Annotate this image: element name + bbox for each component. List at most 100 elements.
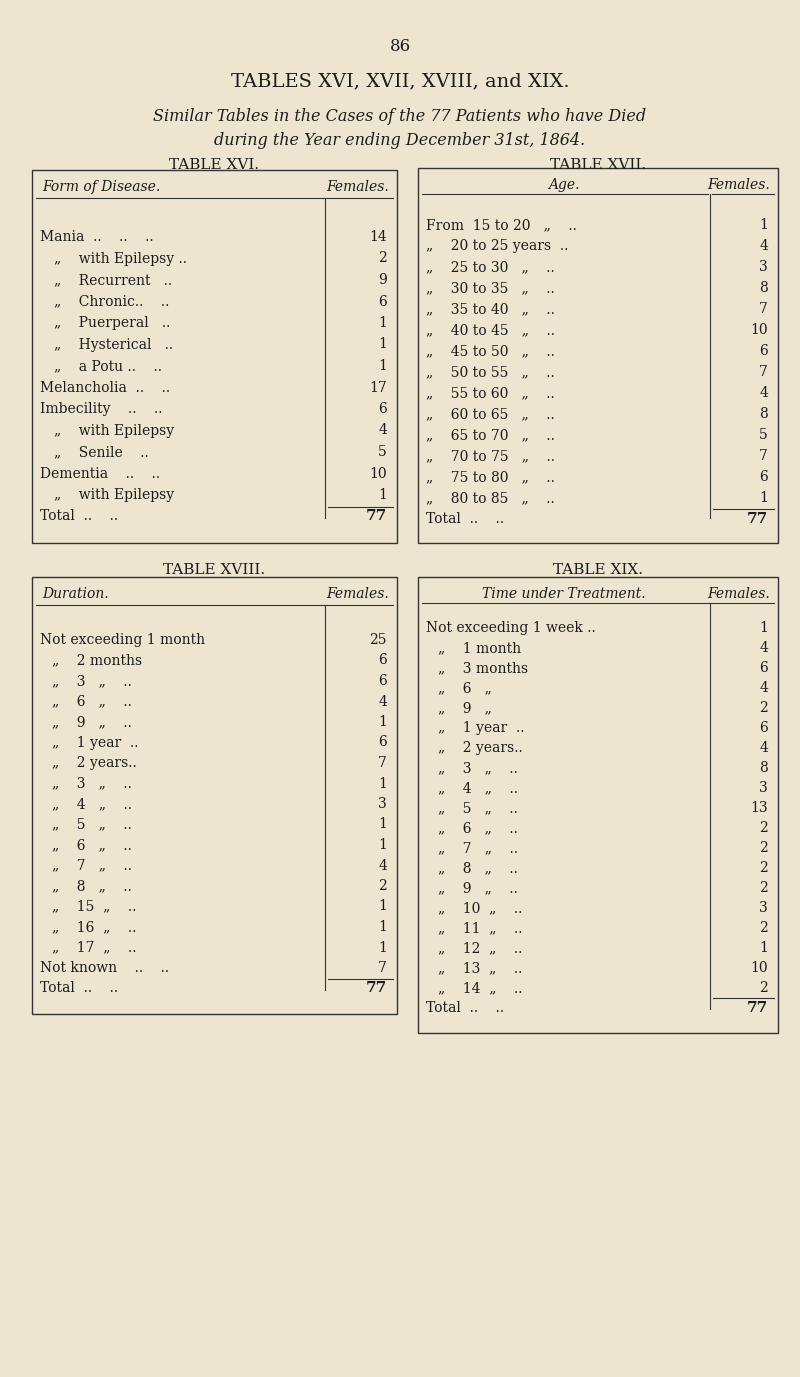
- Text: 4: 4: [759, 240, 768, 253]
- Text: 1: 1: [759, 940, 768, 956]
- Text: 5: 5: [759, 428, 768, 442]
- Text: 1: 1: [378, 715, 387, 728]
- Text: „    6   „    ..: „ 6 „ ..: [52, 694, 132, 709]
- Text: „    1 year  ..: „ 1 year ..: [52, 735, 138, 749]
- Text: „    Puerperal   ..: „ Puerperal ..: [54, 315, 170, 330]
- Text: „    8   „    ..: „ 8 „ ..: [438, 861, 518, 874]
- Text: „    11  „    ..: „ 11 „ ..: [438, 921, 522, 935]
- Text: 77: 77: [746, 512, 768, 526]
- Text: 2: 2: [759, 701, 768, 715]
- Text: „    with Epilepsy ..: „ with Epilepsy ..: [54, 252, 187, 266]
- Bar: [418, 577, 778, 1033]
- Text: 6: 6: [378, 673, 387, 688]
- Text: 77: 77: [366, 982, 387, 996]
- Text: 1: 1: [378, 337, 387, 351]
- Text: TABLE XVIII.: TABLE XVIII.: [163, 563, 266, 577]
- Text: „    70 to 75   „    ..: „ 70 to 75 „ ..: [426, 449, 555, 463]
- Text: „    16  „    ..: „ 16 „ ..: [52, 920, 136, 934]
- Text: 7: 7: [759, 365, 768, 379]
- Text: 7: 7: [759, 302, 768, 315]
- Text: 1: 1: [759, 621, 768, 635]
- Text: during the Year ending December 31st, 1864.: during the Year ending December 31st, 18…: [214, 132, 586, 149]
- Text: 1: 1: [759, 492, 768, 505]
- Text: 3: 3: [378, 797, 387, 811]
- Text: 5: 5: [378, 445, 387, 459]
- Text: „    7   „    ..: „ 7 „ ..: [438, 841, 518, 855]
- Text: „    3   „    ..: „ 3 „ ..: [438, 761, 518, 775]
- Text: „    10  „    ..: „ 10 „ ..: [438, 901, 522, 914]
- Text: 13: 13: [750, 801, 768, 815]
- Text: TABLE XVII.: TABLE XVII.: [550, 158, 646, 172]
- Text: 4: 4: [378, 858, 387, 873]
- Text: „    9   „    ..: „ 9 „ ..: [52, 715, 132, 728]
- Text: 4: 4: [759, 386, 768, 399]
- Text: TABLE XVI.: TABLE XVI.: [170, 158, 259, 172]
- Text: 8: 8: [759, 761, 768, 775]
- Text: „    3 months: „ 3 months: [438, 661, 528, 675]
- Text: Not exceeding 1 month: Not exceeding 1 month: [40, 633, 205, 647]
- Text: 6: 6: [759, 470, 768, 483]
- Text: Total  ..    ..: Total .. ..: [40, 509, 118, 523]
- Text: „    30 to 35   „    ..: „ 30 to 35 „ ..: [426, 281, 554, 295]
- Text: „    2 years..: „ 2 years..: [52, 756, 137, 770]
- Text: „    55 to 60   „    ..: „ 55 to 60 „ ..: [426, 386, 554, 399]
- Text: Age.: Age.: [548, 178, 580, 191]
- Text: 2: 2: [378, 252, 387, 266]
- Text: Mania  ..    ..    ..: Mania .. .. ..: [40, 230, 154, 244]
- Text: 6: 6: [378, 402, 387, 416]
- Text: 1: 1: [378, 487, 387, 503]
- Text: 1: 1: [378, 839, 387, 852]
- Text: 1: 1: [378, 359, 387, 373]
- Text: 3: 3: [759, 781, 768, 795]
- Text: 6: 6: [378, 295, 387, 308]
- Text: 2: 2: [759, 921, 768, 935]
- Text: 4: 4: [378, 424, 387, 438]
- Text: 2: 2: [759, 841, 768, 855]
- Text: „    4   „    ..: „ 4 „ ..: [52, 797, 132, 811]
- Text: 1: 1: [378, 899, 387, 913]
- Text: „    2 years..: „ 2 years..: [438, 741, 522, 755]
- Text: 6: 6: [378, 735, 387, 749]
- Text: „    14  „    ..: „ 14 „ ..: [438, 980, 522, 996]
- Text: 2: 2: [759, 980, 768, 996]
- Text: TABLES XVI, XVII, XVIII, and XIX.: TABLES XVI, XVII, XVIII, and XIX.: [230, 72, 570, 90]
- Text: 86: 86: [390, 39, 410, 55]
- Text: „    4   „    ..: „ 4 „ ..: [438, 781, 518, 795]
- Text: 8: 8: [759, 281, 768, 295]
- Text: Females.: Females.: [326, 587, 389, 600]
- Text: 77: 77: [366, 509, 387, 523]
- Text: 2: 2: [759, 881, 768, 895]
- Text: 17: 17: [370, 380, 387, 394]
- Text: 1: 1: [378, 940, 387, 954]
- Text: Duration.: Duration.: [42, 587, 109, 600]
- Text: „    6   „: „ 6 „: [438, 682, 492, 695]
- Text: „    Chronic..    ..: „ Chronic.. ..: [54, 295, 170, 308]
- Bar: [418, 168, 778, 543]
- Text: 7: 7: [378, 961, 387, 975]
- Text: From  15 to 20   „    ..: From 15 to 20 „ ..: [426, 218, 577, 231]
- Text: Similar Tables in the Cases of the 77 Patients who have Died: Similar Tables in the Cases of the 77 Pa…: [154, 107, 646, 125]
- Text: 4: 4: [759, 741, 768, 755]
- Text: „    13  „    ..: „ 13 „ ..: [438, 961, 522, 975]
- Text: „    20 to 25 years  ..: „ 20 to 25 years ..: [426, 240, 568, 253]
- Text: „    a Potu ..    ..: „ a Potu .. ..: [54, 359, 162, 373]
- Text: „    6   „    ..: „ 6 „ ..: [438, 821, 518, 834]
- Text: 4: 4: [378, 694, 387, 709]
- Text: 7: 7: [378, 756, 387, 770]
- Text: 9: 9: [378, 273, 387, 286]
- Text: 8: 8: [759, 408, 768, 421]
- Text: 10: 10: [750, 961, 768, 975]
- Text: 6: 6: [378, 654, 387, 668]
- Text: „    with Epilepsy: „ with Epilepsy: [54, 487, 174, 503]
- Text: 2: 2: [759, 861, 768, 874]
- Text: „    6   „    ..: „ 6 „ ..: [52, 839, 132, 852]
- Text: Not exceeding 1 week ..: Not exceeding 1 week ..: [426, 621, 596, 635]
- Text: Melancholia  ..    ..: Melancholia .. ..: [40, 380, 170, 394]
- Text: Females.: Females.: [326, 180, 389, 194]
- Text: „    3   „    ..: „ 3 „ ..: [52, 777, 132, 790]
- Text: „    1 month: „ 1 month: [438, 642, 521, 655]
- Text: „    8   „    ..: „ 8 „ ..: [52, 879, 132, 894]
- Text: Total  ..    ..: Total .. ..: [40, 982, 118, 996]
- Text: 1: 1: [378, 920, 387, 934]
- Text: Total  ..    ..: Total .. ..: [426, 1001, 504, 1015]
